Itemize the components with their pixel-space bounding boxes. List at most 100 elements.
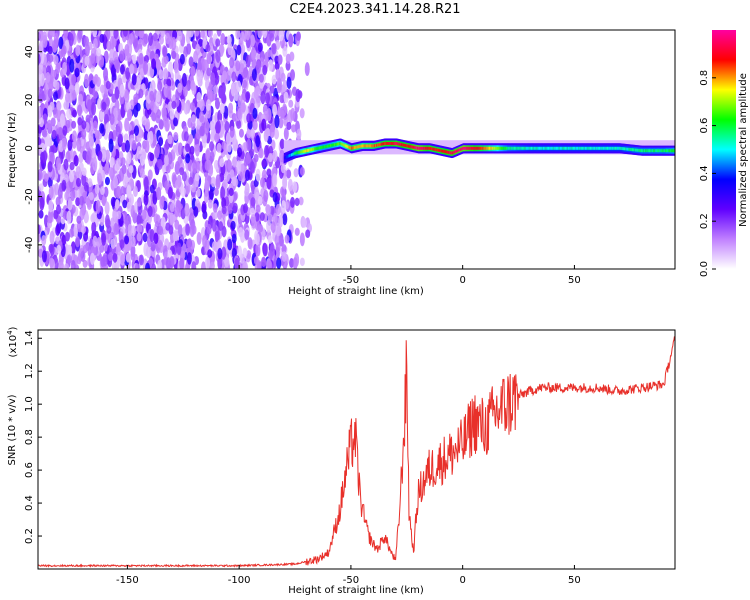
heatmap-noise-cell [188,176,194,186]
heatmap-signal-core [555,146,558,150]
heatmap-noise-cell [242,203,248,214]
heatmap-signal-core [455,149,458,153]
heatmap-signal-core [647,149,650,153]
heatmap-signal-core [596,146,599,150]
heatmap-signal-core [305,149,307,153]
snr-frame [37,329,676,570]
heatmap-signal-core [328,144,331,148]
heatmap-noise-cell [232,202,238,213]
heatmap-noise-cell [124,90,130,103]
heatmap-noise-cell [38,88,44,103]
heatmap-noise-cell [84,43,90,57]
heatmap-noise-cell [43,173,49,182]
heatmap-noise-cell [207,249,213,258]
heatmap-noise-cell [269,33,275,42]
heatmap-noise-cell [130,236,136,248]
heatmap-signal-core [323,145,325,149]
heatmap-noise-cell [201,261,206,269]
heatmap-signal-core [374,144,376,148]
heatmap-signal-core [416,146,418,150]
heatmap-signal-core [314,147,316,151]
heatmap-signal-core [320,146,323,150]
heatmap-signal-core [547,146,550,150]
heatmap-noise-cell [51,129,57,140]
heatmap-signal-core [324,145,326,149]
heatmap-noise-cell [267,260,273,269]
heatmap-signal-core [634,148,636,152]
heatmap-signal-core [561,146,563,150]
heatmap-noise-cell [76,215,82,225]
heatmap-signal-core [566,146,568,150]
heatmap-noise-cell [49,30,55,36]
heatmap-signal-core [660,149,662,153]
heatmap-noise-cell [126,151,132,165]
heatmap-signal-core [419,146,422,150]
heatmap-noise-cell [177,142,183,156]
heatmap-noise-cell [213,85,219,95]
heatmap-noise-cell [119,50,125,62]
heatmap-noise-cell [249,207,255,216]
heatmap-noise-cell [76,255,82,265]
heatmap-noise-cell [289,69,295,81]
heatmap-signal-core [583,146,585,150]
heatmap-signal-core [324,145,327,149]
heatmap-signal-core [434,148,437,152]
heatmap-noise-cell [258,224,264,233]
heatmap-halo-cell [296,140,299,155]
heatmap-noise-cell [277,54,283,65]
heatmap-noise-cell [158,118,164,130]
heatmap-noise-cell [173,131,179,142]
heatmap-noise-cell [119,239,125,249]
heatmap-noise-cell [165,257,171,269]
heatmap-signal-core [605,146,608,150]
heatmap-noise-cell [280,163,286,174]
heatmap-noise-cell [84,55,90,66]
heatmap-noise-cell [75,166,81,175]
heatmap-signal-core [497,146,500,150]
heatmap-signal-core [560,146,562,150]
heatmap-noise-cell [151,263,157,269]
heatmap-noise-cell [255,60,261,74]
heatmap-noise-cell [186,42,192,55]
heatmap-noise-cell [295,88,301,103]
heatmap-signal-core [461,147,464,151]
heatmap-signal-core [499,146,501,150]
heatmap-noise-cell [86,99,92,112]
heatmap-signal-core [482,146,484,150]
heatmap-signal-core [414,146,416,150]
heatmap-signal-core [288,154,290,158]
heatmap-signal-core [436,148,439,152]
heatmap-noise-cell [259,212,265,222]
heatmap-noise-cell [132,185,138,197]
spectrogram-y-ticks: -40 -20 0 20 40 [24,45,42,253]
heatmap-noise-cell [165,32,171,45]
heatmap-signal-core [373,144,375,148]
heatmap-signal-core [316,147,318,151]
heatmap-noise-cell [269,85,275,94]
heatmap-signal-core [621,147,624,151]
heatmap-signal-core [586,146,588,150]
heatmap-noise-cell [69,58,75,73]
heatmap-signal-core [663,149,666,153]
heatmap-signal-core [492,146,494,150]
heatmap-signal-core [326,144,329,148]
heatmap-signal-core [598,146,601,150]
heatmap-signal-core [358,145,360,149]
heatmap-signal-core [541,146,543,150]
heatmap-signal-core [496,146,499,150]
heatmap-noise-cell [97,172,103,185]
heatmap-noise-cell [156,59,162,70]
heatmap-noise-cell [38,137,42,146]
heatmap-noise-cell [160,216,166,230]
heatmap-noise-cell [55,224,61,236]
spectrogram-x-ticks: -150 -100 -50 0 50 [116,265,581,286]
heatmap-noise-cell [189,145,195,155]
heatmap-noise-cell [105,122,111,134]
heatmap-noise-cell [143,176,149,190]
heatmap-noise-cell [71,120,77,129]
heatmap-halo-cell [290,140,293,155]
heatmap-signal-core [443,149,446,153]
heatmap-noise-cell [179,257,185,269]
heatmap-noise-cell [169,108,175,120]
heatmap-noise-cell [249,148,255,157]
